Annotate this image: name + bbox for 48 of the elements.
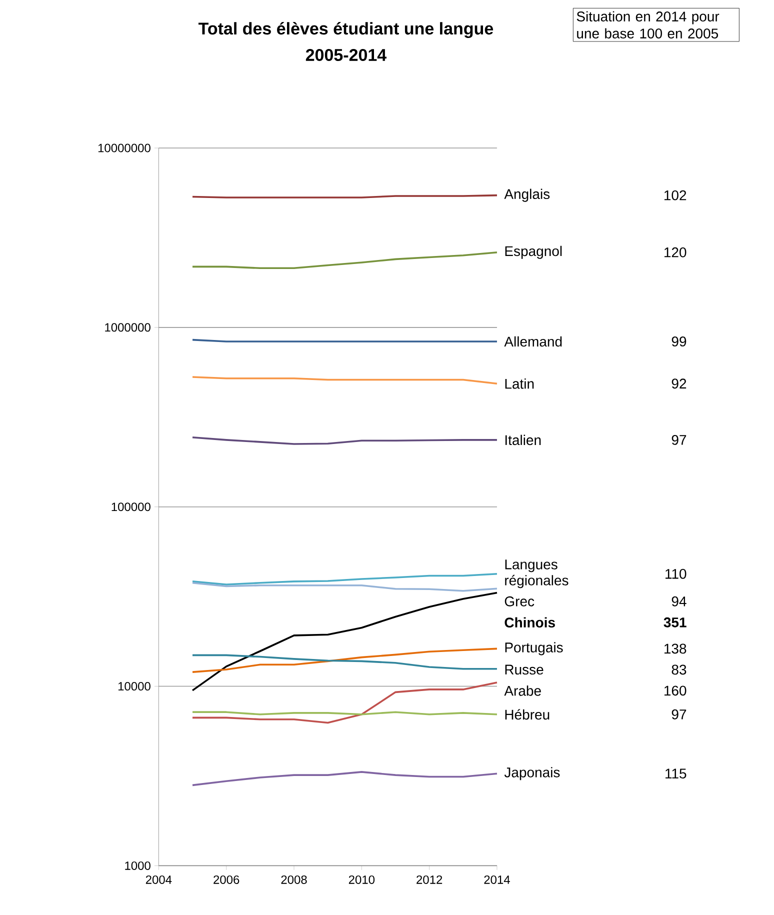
line-series <box>192 654 498 670</box>
chart-subtitle: 2005-2014 <box>306 48 387 62</box>
text: 102 <box>664 190 686 200</box>
y-tick-label: 10000000 <box>98 144 150 152</box>
x-tick-label: 2012 <box>416 875 442 884</box>
series-label: Arabe <box>504 686 541 696</box>
text: 160 <box>664 686 686 696</box>
text: 120 <box>664 247 686 258</box>
line-series <box>192 251 498 270</box>
line-series <box>192 771 498 786</box>
x-tick-label: 2010 <box>348 875 375 884</box>
series-label: Russe <box>505 664 544 675</box>
text: 138 <box>664 644 686 654</box>
series-label: Langues régionales <box>505 560 568 588</box>
x-tick-label: 2004 <box>146 875 172 884</box>
line-series <box>192 572 498 586</box>
series-label: Hébreu <box>505 709 550 720</box>
text: 94 <box>672 596 686 606</box>
text: 115 <box>666 768 686 778</box>
text: 97 <box>672 434 686 445</box>
series-label: Latin <box>505 378 534 389</box>
y-tick-label: 10000 <box>118 682 150 691</box>
text: 97 <box>672 709 686 720</box>
line-series <box>192 648 498 673</box>
text: 92 <box>672 378 686 389</box>
text: 83 <box>672 664 686 675</box>
text: 110 <box>666 568 686 579</box>
series-label: Anglais <box>504 188 550 202</box>
text: 351 <box>664 617 686 628</box>
line-series <box>192 592 498 692</box>
x-tick-label: 2014 <box>484 875 510 884</box>
series-label: Grec <box>504 596 534 606</box>
y-tick-label: 1000000 <box>105 323 150 332</box>
chart-title: Total des élèves étudiant une langue <box>198 22 494 38</box>
series-label: Italien <box>505 434 541 446</box>
y-tick-label: 1000 <box>125 861 150 870</box>
series-label: Japonais <box>504 767 560 780</box>
x-tick-label: 2008 <box>281 875 307 884</box>
line-series <box>192 682 498 724</box>
series-label: Allemand <box>504 336 562 347</box>
y-tick-label: 100000 <box>112 502 150 512</box>
text: Situation en 2014 pour une base 100 en 2005 <box>576 11 720 38</box>
text: 99 <box>672 336 686 346</box>
series-label: Espagnol <box>505 246 562 259</box>
x-tick-label: 2006 <box>214 875 240 884</box>
series-label: Chinois <box>504 617 555 628</box>
series-label: Portugais <box>505 642 563 656</box>
line-series <box>192 436 498 445</box>
